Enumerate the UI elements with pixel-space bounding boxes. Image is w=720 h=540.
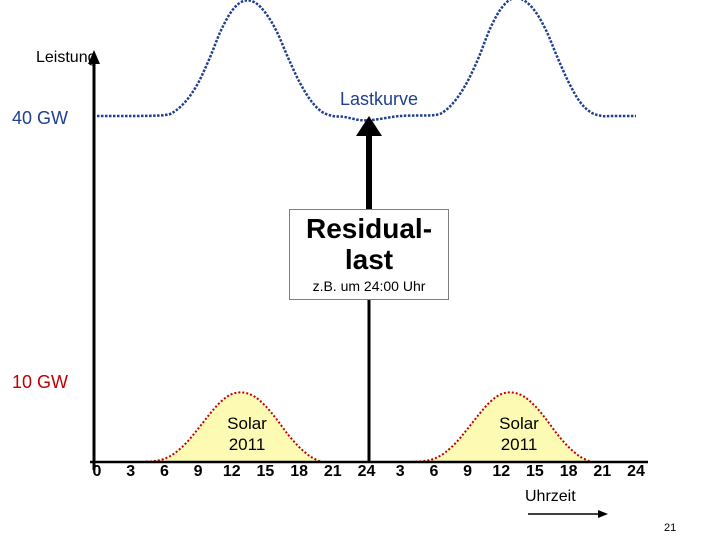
- y-axis-arrow: [88, 50, 100, 64]
- x-tick-label: 15: [256, 463, 275, 480]
- x-tick-label: 18: [559, 463, 578, 480]
- x-tick-label: 24: [627, 463, 645, 480]
- x-tick-label: 3: [395, 463, 405, 480]
- x-tick-label: 21: [593, 463, 612, 480]
- solar-label-day-2: Solar 2011: [499, 414, 539, 454]
- solar-areas: [141, 391, 592, 463]
- x-tick-label: 18: [290, 463, 308, 480]
- residual-load-title: Residual- last: [305, 213, 433, 275]
- load-curve-label: Lastkurve: [340, 89, 419, 109]
- solar-outline-day-2: [411, 391, 592, 463]
- residual-load-note: z.B. um 24:00 Uhr: [312, 278, 426, 294]
- residual-load-box: Residual- last z.B. um 24:00 Uhr: [289, 209, 449, 300]
- x-tick-label: 21: [323, 463, 342, 480]
- page-number: 21: [664, 522, 677, 534]
- y-tick-40-gw: 40 GW: [12, 108, 69, 128]
- x-tick-label: 6: [159, 463, 169, 480]
- solar-area-day-1: [141, 392, 322, 462]
- x-tick-label: 15: [525, 463, 544, 480]
- solar-area-day-2: [411, 392, 592, 462]
- x-tick-label: 9: [463, 463, 473, 480]
- residual-load-arrowhead: [356, 116, 382, 136]
- x-tick-label: 0: [92, 463, 102, 480]
- x-tick-label: 6: [429, 463, 439, 480]
- x-tick-label: 3: [126, 463, 136, 480]
- x-axis-label: Uhrzeit: [525, 488, 576, 505]
- solar-label-day-1: Solar 2011: [227, 414, 267, 454]
- x-tick-label: 12: [222, 463, 241, 480]
- x-tick-label: 9: [193, 463, 203, 480]
- y-axis-label: Leistung: [36, 49, 97, 66]
- x-axis-direction-arrowhead: [598, 510, 608, 518]
- x-tick-label: 12: [492, 463, 511, 480]
- y-tick-10-gw: 10 GW: [12, 372, 69, 392]
- solar-outline-day-1: [141, 391, 323, 463]
- x-tick-label: 24: [357, 463, 376, 480]
